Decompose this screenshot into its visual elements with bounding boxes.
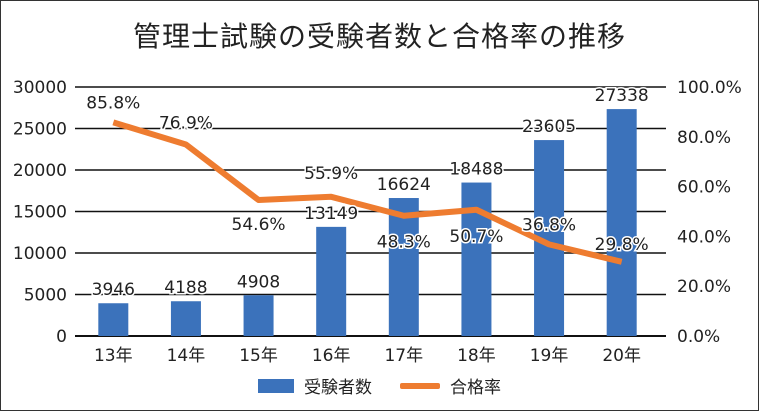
rate-value-label: 85.8% <box>86 93 140 113</box>
bar <box>316 226 347 336</box>
legend: 受験者数 合格率 <box>1 373 758 398</box>
bar-value-label: 3946 <box>92 280 135 300</box>
bar-value-label: 13149 <box>304 204 358 224</box>
x-tick-label: 13年 <box>94 346 133 366</box>
rate-value-label: 36.8% <box>522 215 576 235</box>
y-right-tick-label: 80.0% <box>677 128 731 148</box>
legend-line-swatch <box>400 382 440 389</box>
y-left-tick-label: 0 <box>56 327 67 347</box>
legend-item-count: 受験者数 <box>258 373 372 398</box>
bar-value-label: 18488 <box>449 160 503 180</box>
y-left-tick-label: 5000 <box>24 286 67 306</box>
y-right-tick-label: 0.0% <box>677 327 720 347</box>
rate-value-label: 54.6% <box>232 215 286 235</box>
rate-value-label: 76.9% <box>159 114 213 134</box>
y-right-tick-label: 100.0% <box>677 78 742 98</box>
legend-item-rate: 合格率 <box>400 373 501 398</box>
x-tick-label: 14年 <box>167 346 206 366</box>
x-tick-label: 16年 <box>312 346 351 366</box>
x-tick-label: 20年 <box>602 346 641 366</box>
y-right-tick-label: 40.0% <box>677 227 731 247</box>
legend-label-count: 受験者数 <box>304 378 372 398</box>
x-tick-label: 15年 <box>239 346 278 366</box>
bar-value-label: 4188 <box>164 278 207 298</box>
bar-value-label: 4908 <box>237 272 280 292</box>
bar-value-label: 27338 <box>595 86 649 106</box>
bar <box>606 109 637 336</box>
y-left-tick-label: 10000 <box>13 244 67 264</box>
y-right-tick-label: 20.0% <box>677 277 731 297</box>
bar-value-label: 23605 <box>522 117 576 137</box>
x-tick-label: 18年 <box>457 346 496 366</box>
y-left-tick-label: 30000 <box>13 78 67 98</box>
legend-bar-swatch <box>258 378 294 393</box>
bar <box>243 295 274 336</box>
rate-value-label: 29.8% <box>595 235 649 255</box>
rate-value-label: 55.9% <box>304 164 358 184</box>
y-left-tick-label: 15000 <box>13 203 67 223</box>
bar <box>388 198 419 336</box>
y-left-tick-label: 25000 <box>13 120 67 140</box>
bar-value-label: 16624 <box>377 175 431 195</box>
y-left-tick-label: 20000 <box>13 161 67 181</box>
rate-value-label: 48.3% <box>377 233 431 253</box>
bar <box>461 182 492 336</box>
y-right-tick-label: 60.0% <box>677 178 731 198</box>
legend-label-rate: 合格率 <box>450 378 501 398</box>
rate-line <box>112 119 623 265</box>
chart-title: 管理士試験の受験者数と合格率の推移 <box>132 20 626 53</box>
x-tick-label: 17年 <box>384 346 423 366</box>
bar <box>98 303 129 336</box>
x-tick-label: 19年 <box>530 346 569 366</box>
rate-value-label: 50.7% <box>449 227 503 247</box>
bar <box>170 301 201 336</box>
